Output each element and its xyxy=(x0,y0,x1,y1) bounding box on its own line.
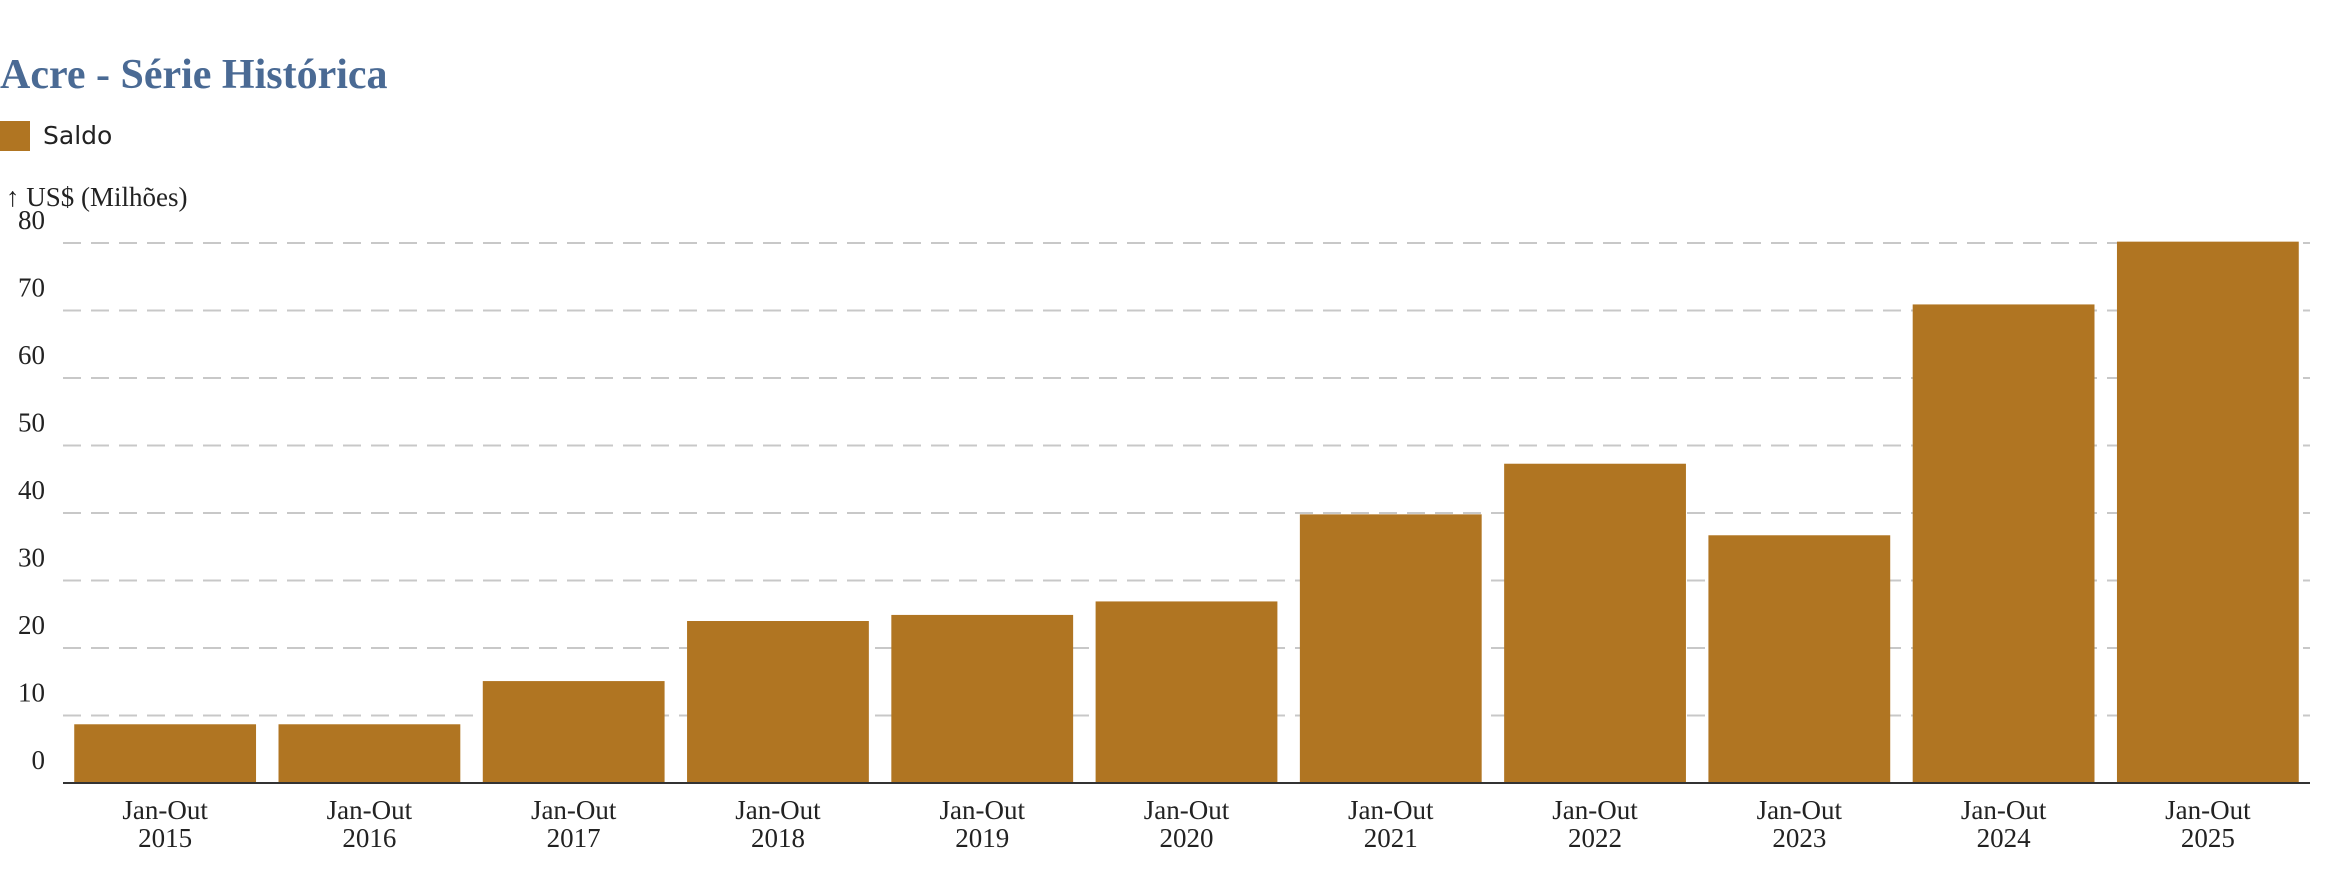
x-tick-label: 2025 xyxy=(2181,823,2235,853)
x-tick-label: Jan-Out xyxy=(939,795,1025,825)
x-tick-label: 2018 xyxy=(751,823,805,853)
x-tick-label: 2016 xyxy=(342,823,396,853)
y-tick-label: 40 xyxy=(18,475,45,505)
bar xyxy=(278,724,461,783)
bar xyxy=(891,614,1074,783)
bar xyxy=(1912,304,2095,783)
x-tick-label: 2022 xyxy=(1568,823,1622,853)
x-tick-label: 2020 xyxy=(1160,823,1214,853)
bar xyxy=(482,681,665,783)
x-tick-label: 2015 xyxy=(138,823,192,853)
chart-title: Acre - Série Histórica xyxy=(0,52,388,98)
x-tick-label: 2021 xyxy=(1364,823,1418,853)
x-tick-label: Jan-Out xyxy=(1961,795,2047,825)
bar xyxy=(1095,601,1278,783)
y-tick-label: 10 xyxy=(18,678,45,708)
x-tick-label: Jan-Out xyxy=(2165,795,2251,825)
bar xyxy=(2116,241,2299,783)
x-tick-label: Jan-Out xyxy=(1348,795,1434,825)
legend-label: Saldo xyxy=(43,121,112,150)
y-tick-label: 0 xyxy=(32,745,46,775)
x-tick-label: Jan-Out xyxy=(1552,795,1638,825)
x-tick-label: Jan-Out xyxy=(1757,795,1843,825)
bar xyxy=(1504,463,1686,783)
bar xyxy=(74,724,257,783)
x-tick-label: 2023 xyxy=(1772,823,1826,853)
x-tick-label: Jan-Out xyxy=(122,795,208,825)
x-tick-label: 2017 xyxy=(547,823,601,853)
y-tick-label: 50 xyxy=(18,408,45,438)
y-tick-label: 80 xyxy=(18,205,45,235)
y-tick-label: 70 xyxy=(18,273,45,303)
x-tick-label: 2019 xyxy=(955,823,1009,853)
x-tick-label: Jan-Out xyxy=(327,795,413,825)
y-tick-label: 20 xyxy=(18,610,45,640)
x-tick-label: 2024 xyxy=(1977,823,2032,853)
bar xyxy=(687,621,869,783)
x-tick-label: Jan-Out xyxy=(735,795,821,825)
bar xyxy=(1708,535,1891,783)
y-tick-label: 60 xyxy=(18,340,45,370)
legend-swatch xyxy=(0,121,30,151)
y-tick-label: 30 xyxy=(18,543,45,573)
x-tick-label: Jan-Out xyxy=(531,795,617,825)
bar xyxy=(1299,514,1482,783)
x-tick-label: Jan-Out xyxy=(1144,795,1230,825)
y-axis-label: ↑ US$ (Milhões) xyxy=(6,182,188,212)
